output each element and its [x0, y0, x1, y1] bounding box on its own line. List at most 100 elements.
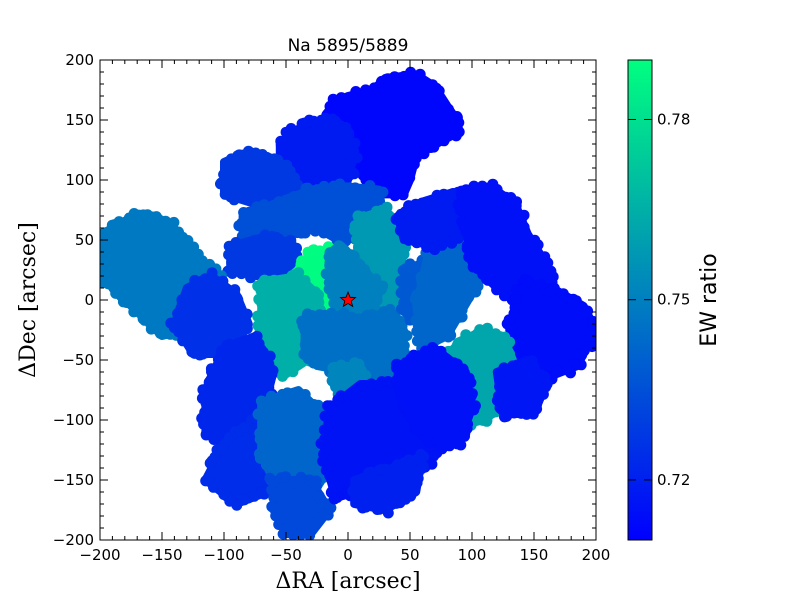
data-point	[448, 344, 460, 356]
y-tick-label: −50	[62, 351, 94, 369]
data-point	[266, 484, 278, 496]
data-point	[236, 217, 248, 229]
data-point	[491, 188, 503, 200]
data-point	[433, 85, 445, 97]
data-point	[88, 252, 99, 263]
data-point	[574, 348, 586, 360]
data-point	[323, 251, 335, 263]
region-east-deep	[491, 355, 553, 423]
data-point	[509, 302, 521, 314]
data-point	[414, 308, 425, 320]
data-point	[291, 227, 303, 239]
y-axis-label: ΔDec [arcsec]	[16, 222, 41, 378]
data-point	[252, 320, 264, 332]
data-point	[390, 213, 402, 225]
data-point	[219, 282, 231, 294]
data-point	[314, 245, 326, 257]
data-point	[328, 297, 340, 309]
x-tick-label: 150	[520, 546, 549, 564]
data-point	[218, 344, 230, 356]
data-point	[442, 331, 454, 343]
y-tick-label: 0	[84, 291, 94, 309]
region-south-bottom	[347, 448, 430, 519]
data-points-layer	[85, 66, 596, 540]
x-tick-label: −100	[203, 546, 244, 564]
data-point	[319, 410, 331, 422]
data-point	[252, 408, 264, 420]
colorbar: 0.72 0.75 0.78 EW ratio	[627, 59, 722, 541]
data-point	[205, 363, 217, 375]
data-point	[233, 298, 245, 310]
region-north-lobe	[273, 112, 363, 192]
data-point	[310, 481, 322, 492]
y-tick-label: 150	[65, 111, 94, 129]
data-point	[510, 200, 522, 212]
data-point	[302, 182, 313, 194]
data-point	[254, 448, 265, 460]
data-point	[238, 335, 250, 347]
data-point	[288, 191, 300, 203]
data-point	[359, 85, 371, 97]
axis-ticks	[99, 59, 597, 541]
data-point	[498, 363, 510, 375]
data-point	[100, 264, 103, 274]
data-point	[85, 253, 96, 264]
data-point	[409, 420, 421, 432]
data-point	[300, 320, 312, 332]
colorbar-tick-label: 0.75	[657, 291, 690, 309]
data-point	[421, 433, 432, 445]
data-point	[218, 489, 230, 500]
data-point	[404, 258, 416, 270]
data-point	[495, 374, 507, 386]
data-point	[252, 280, 264, 292]
x-tick-label: 50	[400, 546, 419, 564]
y-tick-label: −150	[53, 471, 94, 489]
data-point	[359, 264, 371, 275]
data-point	[353, 214, 365, 226]
data-point	[454, 311, 466, 323]
data-point	[327, 268, 339, 280]
data-point	[352, 496, 364, 508]
data-point	[160, 215, 171, 227]
data-point	[197, 384, 209, 396]
data-point	[349, 137, 361, 149]
data-point	[280, 471, 292, 483]
data-point	[350, 233, 362, 245]
data-point	[530, 245, 541, 257]
data-point	[300, 283, 312, 295]
data-point	[490, 328, 502, 340]
colorbar-tick-label: 0.78	[657, 110, 690, 128]
data-point	[465, 377, 477, 389]
data-point	[345, 157, 357, 168]
data-point	[578, 306, 590, 318]
data-point	[456, 216, 468, 228]
data-point	[326, 486, 338, 497]
data-point	[156, 324, 168, 336]
data-point	[351, 185, 363, 197]
y-tick-label: 100	[65, 171, 94, 189]
x-axis-label: ΔRA [arcsec]	[275, 569, 420, 594]
data-point	[225, 245, 237, 257]
data-point	[504, 336, 516, 348]
x-tick-label: 200	[582, 546, 611, 564]
y-tick-label: −200	[53, 531, 94, 549]
x-tick-label: 0	[343, 546, 353, 564]
colorbar-tick-label: 0.72	[657, 471, 690, 489]
data-point	[463, 251, 475, 263]
data-point	[435, 345, 447, 357]
data-point	[399, 272, 411, 284]
data-point	[396, 330, 408, 342]
data-point	[276, 140, 288, 152]
data-point	[396, 223, 408, 235]
data-point	[350, 86, 362, 97]
data-point	[411, 290, 423, 302]
data-point	[113, 216, 125, 228]
data-point	[281, 166, 293, 178]
data-point	[350, 481, 361, 493]
data-point	[296, 255, 308, 267]
data-point	[233, 149, 245, 161]
data-point	[468, 180, 480, 192]
data-point	[216, 443, 228, 455]
data-point	[265, 201, 277, 213]
